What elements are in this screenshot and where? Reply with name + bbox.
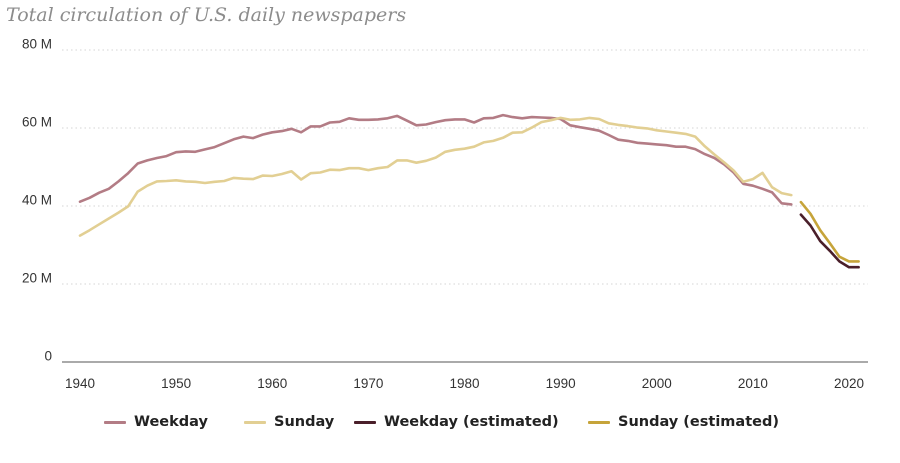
legend-label: Weekday (estimated) [384, 414, 559, 430]
x-tick-label: 2010 [738, 376, 768, 391]
series-line-sunday-estimated [799, 200, 860, 263]
line-chart: 020 M40 M60 M80 M 1940 1950 1960 1970 1980 19… [22, 37, 868, 391]
x-axis-ticks: 1940 1950 1960 1970 1980 1990 2000 2010 2020 [65, 376, 864, 391]
y-tick-label: 0 [44, 349, 52, 364]
series-line-weekday [78, 113, 793, 206]
legend-label: Sunday [274, 414, 335, 430]
x-tick-label: 1940 [65, 376, 95, 391]
y-tick-label: 20 M [22, 271, 52, 286]
legend-swatch [354, 420, 376, 424]
series-line-sunday [78, 116, 793, 237]
legend-label: Sunday (estimated) [618, 414, 779, 430]
x-tick-label: 2000 [642, 376, 672, 391]
legend-swatch [588, 420, 610, 424]
x-tick-label: 1970 [353, 376, 383, 391]
x-tick-label: 1990 [546, 376, 576, 391]
x-tick-label: 1960 [257, 376, 287, 391]
y-axis-ticks: 0 20 M 40 M 60 M 80 M [22, 37, 52, 364]
x-tick-label: 1950 [161, 376, 191, 391]
legend-swatch [244, 420, 266, 424]
chart-title: Total circulation of U.S. daily newspape… [6, 4, 407, 26]
legend-swatch [104, 420, 126, 424]
legend-item-sunday-estimated: Sunday (estimated) [588, 414, 779, 430]
y-tick-label: 60 M [22, 115, 52, 130]
legend-item-weekday-estimated: Weekday (estimated) [354, 414, 559, 430]
series-line-weekday-estimated [799, 213, 860, 269]
grid-lines [62, 49, 868, 363]
y-tick-label: 40 M [22, 193, 52, 208]
x-tick-label: 2020 [834, 376, 864, 391]
legend-label: Weekday [134, 414, 208, 430]
legend-item-weekday: Weekday [104, 414, 208, 430]
legend-item-sunday: Sunday [244, 414, 334, 430]
y-tick-label: 80 M [22, 37, 52, 52]
x-tick-label: 1980 [449, 376, 479, 391]
series-lines [78, 113, 860, 269]
